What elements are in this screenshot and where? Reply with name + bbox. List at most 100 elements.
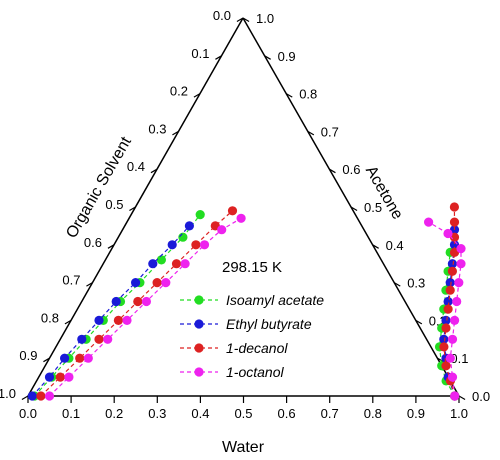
legend-label: Isoamyl acetate [226, 292, 324, 308]
bottom-axis-title: Water [222, 439, 265, 456]
data-point [450, 391, 460, 401]
series-line [428, 221, 462, 397]
left-tick-label: 0.3 [148, 121, 166, 136]
data-point [439, 342, 449, 352]
data-point [191, 240, 201, 250]
left-tick-label: 0.4 [127, 159, 145, 174]
left-tick [107, 244, 115, 249]
bottom-tick-label: 0.4 [191, 406, 209, 421]
data-point [156, 255, 166, 265]
bottom-tick-label: 0.7 [321, 406, 339, 421]
right-tick-label: 0.1 [450, 351, 468, 366]
legend-swatch-marker [194, 343, 204, 353]
data-point [449, 202, 459, 212]
left-tick [193, 93, 201, 98]
legend-swatch-marker [194, 367, 204, 377]
bottom-tick-label: 0.2 [105, 406, 123, 421]
left-tick-label: 0.2 [170, 84, 188, 99]
data-point [133, 296, 143, 307]
bottom-tick-label: 0.6 [278, 406, 296, 421]
right-tick-label: 1.0 [256, 11, 274, 26]
series-line [34, 214, 201, 397]
left-tick-label: 0.1 [191, 46, 209, 61]
legend-label: 1-octanol [226, 364, 284, 380]
right-tick [415, 319, 423, 325]
legend-label: Ethyl butyrate [226, 316, 312, 332]
right-tick [307, 130, 315, 136]
right-tick [329, 168, 336, 174]
right-tick [393, 282, 401, 287]
right-tick [350, 206, 358, 212]
right-tick [285, 93, 293, 98]
left-tick-label: 0.9 [19, 348, 37, 363]
data-point [447, 334, 458, 344]
right-tick-label: 0.8 [299, 87, 317, 102]
data-point [167, 240, 177, 250]
right-tick-label: 0.4 [386, 238, 404, 253]
bottom-tick-label: 0.8 [364, 406, 382, 421]
data-point [83, 353, 93, 363]
data-point [439, 334, 449, 344]
legend-swatch-marker [194, 295, 204, 305]
data-point [55, 372, 65, 382]
right-tick [458, 395, 466, 401]
data-point [450, 315, 460, 325]
left-tick [86, 282, 93, 287]
legend-label: 1-decanol [226, 340, 288, 356]
left-tick [129, 206, 136, 212]
right-tick [264, 55, 271, 60]
data-point [456, 244, 466, 254]
bottom-tick-label: 0.3 [148, 406, 166, 421]
right-tick [242, 17, 250, 23]
data-point [236, 213, 246, 223]
data-point [441, 361, 451, 371]
right-tick-label: 0.0 [472, 389, 490, 404]
right-tick-label: 0.9 [278, 49, 296, 64]
data-point [447, 259, 457, 269]
left-tick-label: 0.5 [105, 197, 123, 212]
data-point [443, 304, 453, 314]
data-point [141, 296, 151, 307]
data-point [171, 259, 182, 269]
data-point [443, 228, 453, 239]
left-tick-label: 0.0 [213, 8, 231, 23]
left-tick-label: 0.8 [41, 310, 59, 325]
data-point [111, 296, 121, 307]
data-point [180, 259, 190, 269]
bottom-tick-label: 1.0 [450, 406, 468, 421]
right-tick-label: 0.3 [407, 276, 425, 291]
legend-swatch-marker [194, 319, 204, 329]
data-point [161, 278, 171, 288]
data-point [94, 315, 104, 325]
data-point [94, 334, 104, 344]
left-tick [236, 17, 244, 23]
axis-ticks: 0.0 0.1 0.2 0.3 0.4 0.5 0.6 0.7 0.8 0.9 1.00.00.10… [0, 8, 490, 421]
data-point [64, 372, 74, 382]
bottom-tick-label: 0.0 [19, 406, 37, 421]
data-point [44, 372, 55, 382]
legend: Isoamyl acetate Ethyl butyrate 1-decanol 1-… [180, 292, 324, 380]
data-point [449, 217, 460, 227]
data-point [441, 315, 451, 325]
data-point [148, 259, 158, 269]
left-tick [172, 130, 179, 136]
left-tick [64, 319, 72, 325]
data-point [445, 353, 455, 363]
data-point [456, 259, 466, 269]
left-tick [150, 168, 158, 174]
data-point [178, 232, 188, 242]
left-tick [43, 357, 50, 363]
data-point [424, 217, 434, 227]
data-point [454, 278, 464, 288]
data-point [152, 278, 162, 288]
data-point [36, 391, 46, 401]
right-tick [372, 244, 379, 249]
right-tick-label: 0.7 [321, 124, 339, 139]
left-tick [21, 395, 29, 401]
left-tick [215, 55, 222, 60]
data-point [195, 210, 205, 220]
left-tick-label: 0.6 [84, 235, 102, 250]
left-tick-label: 1.0 [0, 386, 16, 401]
binodal-curves [27, 202, 466, 401]
